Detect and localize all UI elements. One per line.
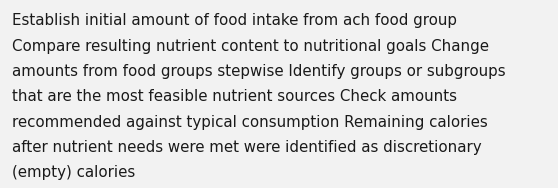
Text: amounts from food groups stepwise Identify groups or subgroups: amounts from food groups stepwise Identi… — [12, 64, 506, 79]
Text: recommended against typical consumption Remaining calories: recommended against typical consumption … — [12, 115, 488, 130]
Text: Establish initial amount of food intake from ach food group: Establish initial amount of food intake … — [12, 13, 457, 28]
Text: (empty) calories: (empty) calories — [12, 165, 136, 180]
Text: that are the most feasible nutrient sources Check amounts: that are the most feasible nutrient sour… — [12, 89, 457, 104]
Text: after nutrient needs were met were identified as discretionary: after nutrient needs were met were ident… — [12, 140, 482, 155]
Text: Compare resulting nutrient content to nutritional goals Change: Compare resulting nutrient content to nu… — [12, 39, 489, 54]
